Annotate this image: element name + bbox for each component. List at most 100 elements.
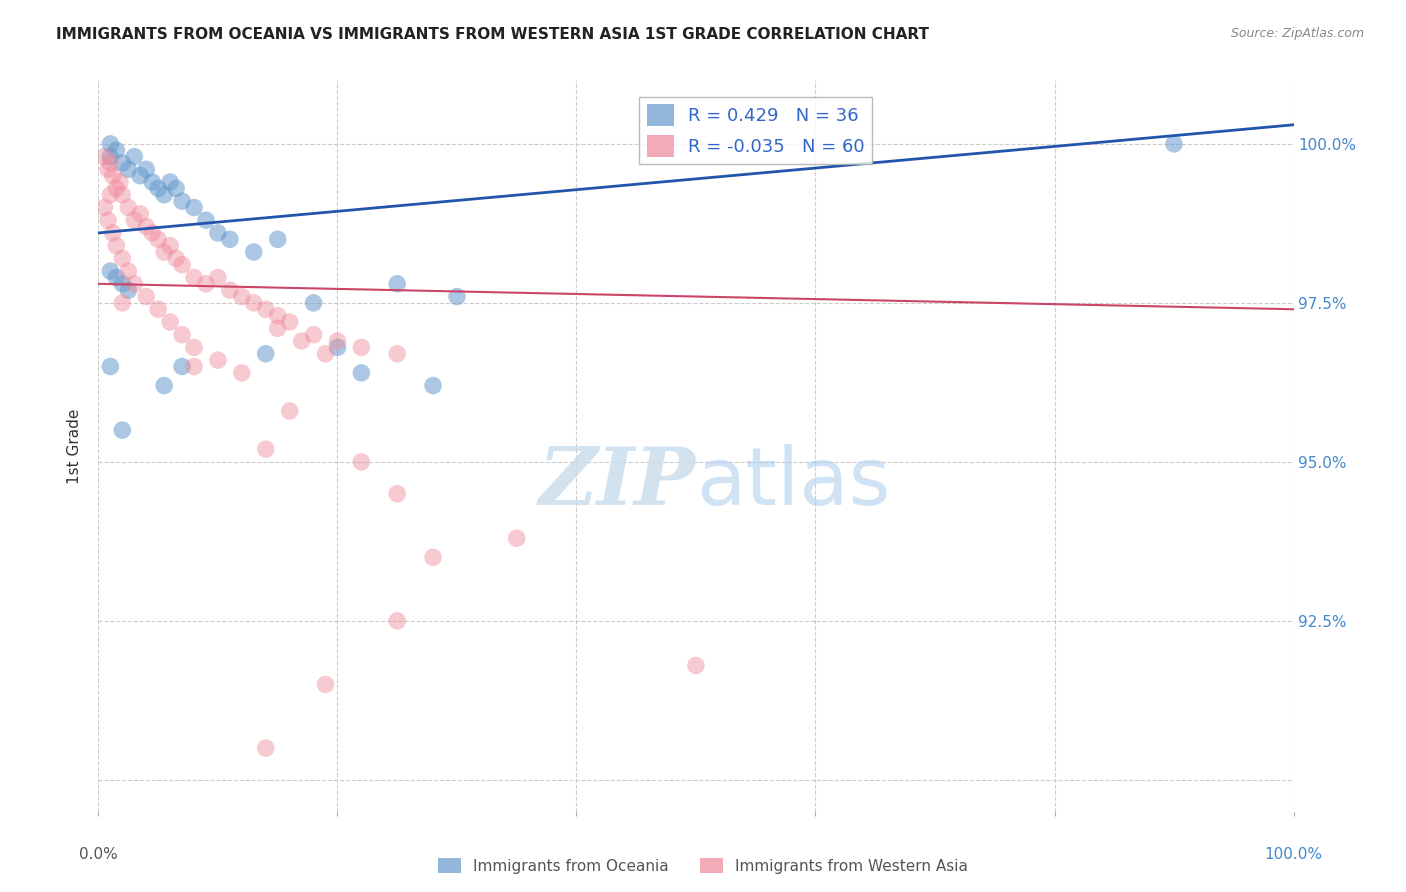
Point (111, 156, 134, 170)
Point (100, 156, 122, 170)
Point (183, 270, 205, 285)
Point (422, 378, 444, 392)
Point (129, 207, 152, 221)
Point (111, 277, 134, 291)
Point (117, 201, 139, 215)
Point (231, 366, 253, 380)
Text: IMMIGRANTS FROM OCEANIA VS IMMIGRANTS FROM WESTERN ASIA 1ST GRADE CORRELATION CH: IMMIGRANTS FROM OCEANIA VS IMMIGRANTS FR… (56, 27, 929, 42)
Point (183, 201, 205, 215)
Legend: Immigrants from Oceania, Immigrants from Western Asia: Immigrants from Oceania, Immigrants from… (432, 852, 974, 880)
Point (267, 232, 290, 246)
Point (172, 359, 194, 374)
Point (243, 245, 266, 260)
Point (195, 277, 218, 291)
Point (153, 187, 176, 202)
Point (105, 181, 128, 195)
Legend: R = 0.429   N = 36, R = -0.035   N = 60: R = 0.429 N = 36, R = -0.035 N = 60 (640, 96, 872, 164)
Point (350, 455, 373, 469)
Point (254, 442, 277, 457)
Point (278, 404, 301, 418)
Point (207, 226, 229, 240)
Point (385, 614, 409, 628)
Point (1163, 136, 1185, 151)
Point (141, 175, 163, 189)
Point (111, 252, 134, 266)
Point (350, 366, 373, 380)
Point (124, 213, 146, 227)
Point (100, 264, 122, 278)
Point (101, 226, 124, 240)
Point (446, 289, 468, 303)
Point (326, 334, 349, 348)
Point (124, 277, 146, 291)
Point (506, 531, 529, 545)
Point (267, 321, 290, 335)
Point (385, 347, 409, 361)
Point (93, 150, 115, 164)
Point (685, 658, 707, 673)
Point (219, 232, 242, 246)
Point (350, 340, 373, 354)
Point (117, 283, 139, 297)
Text: 0.0%: 0.0% (79, 847, 118, 863)
Point (153, 245, 176, 260)
Point (148, 302, 170, 317)
Point (231, 289, 253, 303)
Point (254, 302, 277, 317)
Point (422, 550, 444, 565)
Point (159, 238, 181, 252)
Text: atlas: atlas (696, 443, 890, 522)
Point (108, 175, 131, 189)
Point (124, 150, 146, 164)
Point (159, 175, 181, 189)
Point (165, 252, 187, 266)
Point (219, 283, 242, 297)
Text: 100.0%: 100.0% (1264, 847, 1323, 863)
Point (141, 226, 163, 240)
Point (97, 213, 120, 227)
Point (183, 340, 205, 354)
Point (117, 264, 139, 278)
Point (291, 334, 314, 348)
Text: Source: ZipAtlas.com: Source: ZipAtlas.com (1230, 27, 1364, 40)
Text: ZIP: ZIP (538, 444, 696, 521)
Point (148, 232, 170, 246)
Point (278, 315, 301, 329)
Point (100, 136, 122, 151)
Point (172, 194, 194, 208)
Point (135, 162, 157, 177)
Point (93, 201, 115, 215)
Point (100, 187, 122, 202)
Point (148, 181, 170, 195)
Point (254, 741, 277, 756)
Point (302, 296, 325, 310)
Point (207, 353, 229, 368)
Point (101, 169, 124, 183)
Point (153, 378, 176, 392)
Point (100, 150, 122, 164)
Point (267, 309, 290, 323)
Point (129, 169, 152, 183)
Point (117, 162, 139, 177)
Point (105, 270, 128, 285)
Point (302, 327, 325, 342)
Point (254, 347, 277, 361)
Point (111, 187, 134, 202)
Point (172, 258, 194, 272)
Point (315, 677, 337, 691)
Point (165, 181, 187, 195)
Point (315, 347, 337, 361)
Point (97, 162, 120, 177)
Point (385, 277, 409, 291)
Point (105, 238, 128, 252)
Point (111, 423, 134, 437)
Point (105, 143, 128, 157)
Point (135, 289, 157, 303)
Point (183, 359, 205, 374)
Point (385, 486, 409, 500)
Point (159, 315, 181, 329)
Point (207, 270, 229, 285)
Point (172, 327, 194, 342)
Point (195, 213, 218, 227)
Point (100, 359, 122, 374)
